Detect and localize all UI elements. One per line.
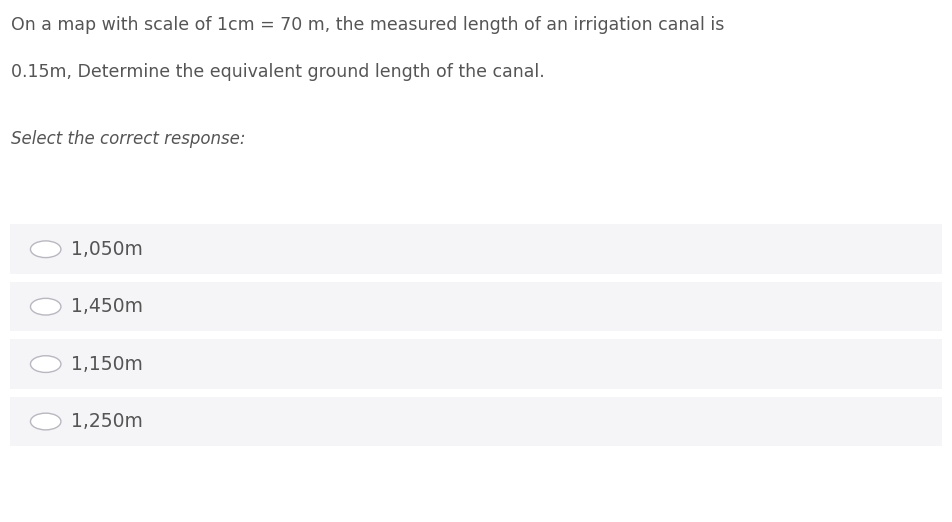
FancyBboxPatch shape: [10, 339, 942, 389]
Circle shape: [30, 241, 61, 257]
Circle shape: [30, 299, 61, 315]
Text: 1,250m: 1,250m: [71, 412, 143, 431]
Text: On a map with scale of 1cm = 70 m, the measured length of an irrigation canal is: On a map with scale of 1cm = 70 m, the m…: [11, 16, 724, 33]
FancyBboxPatch shape: [10, 397, 942, 446]
FancyBboxPatch shape: [10, 224, 942, 274]
Circle shape: [30, 413, 61, 430]
Text: 1,050m: 1,050m: [71, 240, 143, 259]
Text: Select the correct response:: Select the correct response:: [11, 130, 246, 148]
Text: 1,450m: 1,450m: [71, 297, 144, 316]
Circle shape: [30, 356, 61, 373]
FancyBboxPatch shape: [10, 282, 942, 331]
Text: 0.15m, Determine the equivalent ground length of the canal.: 0.15m, Determine the equivalent ground l…: [11, 63, 545, 80]
Text: 1,150m: 1,150m: [71, 354, 143, 374]
